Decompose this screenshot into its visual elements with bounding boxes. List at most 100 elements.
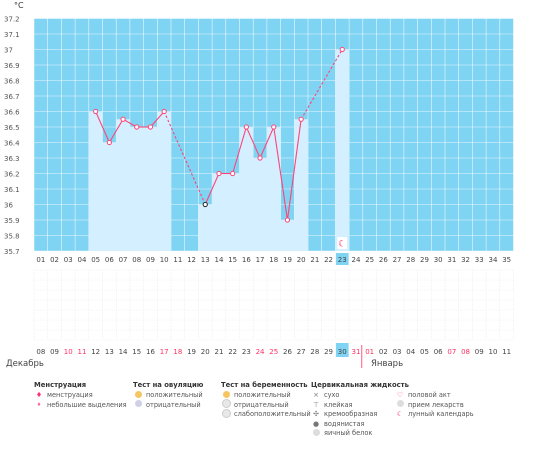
- series-segment: [204, 173, 220, 205]
- x-tick-label: 32: [461, 256, 470, 264]
- data-point: [271, 124, 277, 130]
- date-label: 30: [338, 348, 347, 356]
- legend-label: небольшие выделения: [47, 400, 127, 409]
- y-tick-label: 36.4: [4, 139, 20, 147]
- x-tick-label: 04: [77, 256, 86, 264]
- date-label: 20: [201, 348, 210, 356]
- x-tick-label: 11: [173, 256, 182, 264]
- unit-label: °C: [14, 1, 24, 10]
- legend-item-egg-white: яичный белок: [311, 428, 409, 439]
- x-tick-label: 08: [132, 256, 141, 264]
- date-label: 06: [434, 348, 443, 356]
- sun-icon: [134, 390, 142, 398]
- x-tick-label: 02: [50, 256, 59, 264]
- test-negative-icon: [222, 399, 231, 409]
- moon-marker-box: [337, 237, 348, 249]
- series-segment: [108, 118, 124, 143]
- date-label: 31: [351, 348, 360, 356]
- x-tick-label: 26: [379, 256, 388, 264]
- temperature-column: [266, 127, 281, 251]
- legend-item-pregnancy-negative: отрицательный: [221, 399, 311, 411]
- y-tick-label: 37: [4, 46, 13, 54]
- series-dashed-segment: [163, 111, 206, 205]
- legend-item-ovulation-positive: положительный: [133, 390, 203, 401]
- t-icon: ⊤: [312, 400, 320, 409]
- date-label: 12: [91, 348, 100, 356]
- legend-item-pregnancy-positive: положительный: [221, 390, 311, 401]
- legend-pregnancy-title: Тест на беременность: [221, 381, 308, 389]
- heart-icon: ♡: [396, 391, 404, 400]
- date-label: 22: [228, 348, 237, 356]
- legend-cervical-fluid: Цервикальная жидкость × сухо ⊤ клейкая ✣ кр…: [311, 380, 409, 439]
- small-drop-icon: ♦: [36, 401, 42, 408]
- data-point: [216, 170, 222, 177]
- y-tick-label: 35.7: [4, 248, 20, 256]
- y-tick-label: 36.6: [4, 108, 20, 116]
- temperature-column: [88, 111, 103, 251]
- series-segment: [245, 126, 261, 159]
- y-tick-label: 36.1: [4, 186, 20, 194]
- legend-item-spotting: ♦ небольшие выделения: [34, 401, 127, 411]
- legend-menstruation-title: Менструация: [34, 381, 87, 389]
- bbt-chart: °C 35.7 35.8 35.9 36 36.1 36.2 36.3 36.4 36.5 36.…: [4, 1, 514, 369]
- date-label: 16: [146, 348, 155, 356]
- date-label: 21: [214, 348, 223, 356]
- data-point: [147, 124, 154, 130]
- legend-ovulation-test: Тест на овуляцию положительный отрицател…: [133, 380, 203, 410]
- date-label: 09: [50, 348, 59, 356]
- date-label: 28: [310, 348, 319, 356]
- x-tick-label: 01: [36, 256, 45, 264]
- legend-label: слабоположительный: [234, 410, 311, 418]
- x-tick-label: 18: [269, 256, 278, 264]
- date-label: 13: [105, 348, 114, 356]
- month-label-next: Январь: [371, 359, 403, 369]
- legend-label: отрицательный: [234, 400, 289, 409]
- egg-white-icon: [312, 428, 320, 436]
- blood-drop-icon: ♦: [35, 391, 43, 400]
- swirl-icon: ✣: [313, 410, 319, 419]
- y-tick-label: 36: [4, 201, 13, 209]
- x-tick-label: 24: [351, 256, 360, 264]
- x-tick-label: 10: [160, 256, 169, 264]
- temperature-column: [225, 173, 240, 251]
- data-point: [298, 116, 304, 122]
- date-label: 19: [187, 348, 196, 356]
- date-label: 10: [488, 348, 497, 356]
- x-tick-label: 25: [365, 256, 374, 264]
- y-tick-label: 35.8: [4, 232, 20, 240]
- temperature-column: [116, 119, 130, 251]
- x-tick-label: 34: [488, 256, 497, 264]
- x-tick-label: 29: [420, 256, 429, 264]
- legend-cervical-title: Цервикальная жидкость: [311, 381, 409, 389]
- temperature-column: [212, 173, 226, 251]
- data-point: [93, 108, 99, 115]
- x-tick-label: 27: [393, 256, 402, 264]
- x-tick-label: 35: [502, 256, 511, 264]
- legend-label: кремообразная: [324, 410, 378, 418]
- data-point: [120, 116, 126, 122]
- legend-label: положительный: [146, 391, 203, 399]
- date-label: 10: [64, 348, 73, 356]
- test-positive-icon: [222, 390, 230, 398]
- y-tick-label: 36.5: [4, 124, 20, 132]
- data-point: [339, 46, 345, 53]
- legend-menstruation: Менструация ♦ менструация ♦ небольшие выде…: [34, 380, 127, 410]
- data-point: [106, 139, 112, 146]
- date-label: 29: [324, 348, 333, 356]
- test-weak-icon: [222, 408, 231, 418]
- date-label: 18: [173, 348, 182, 356]
- temperature-column: [143, 127, 158, 251]
- date-label: 02: [379, 348, 388, 356]
- temperature-column: [129, 127, 144, 251]
- x-tick-label: 21: [310, 256, 319, 264]
- legend-label: положительный: [234, 391, 291, 399]
- legend-item-menstruation: ♦ менструация: [34, 391, 127, 401]
- y-tick-label: 36.2: [4, 170, 20, 178]
- data-point: [134, 124, 140, 130]
- legend-other: ♡ половой акт прием лекарств ☾ лунный кале…: [395, 391, 474, 420]
- moon-icon: ☾: [338, 240, 346, 250]
- temperature-column: [198, 204, 213, 251]
- legend-label: менструация: [47, 391, 93, 399]
- legend-item-dry: × сухо: [311, 391, 409, 401]
- series-segment: [95, 111, 110, 143]
